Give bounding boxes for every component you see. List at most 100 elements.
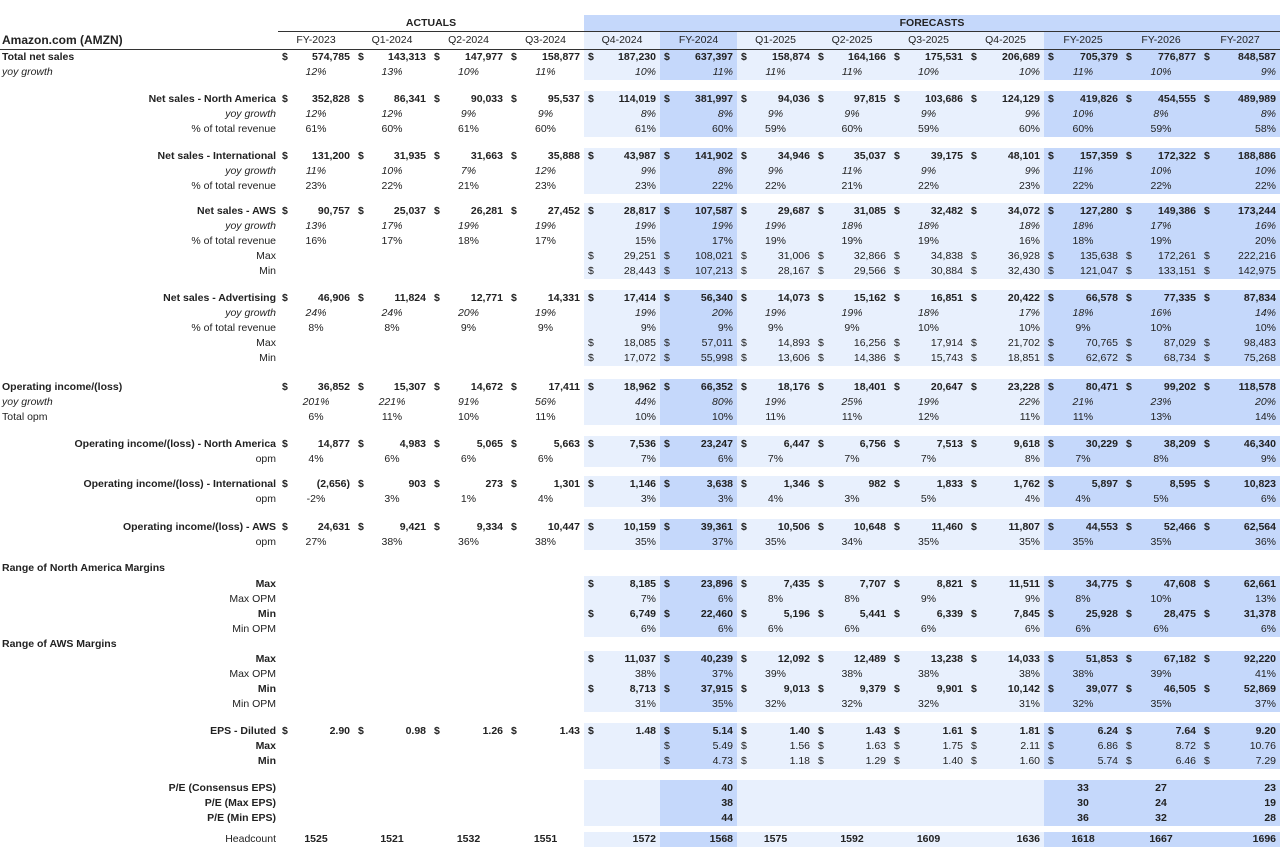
table-cell[interactable]: $135,638 xyxy=(1044,249,1122,264)
table-cell[interactable]: $86,341 xyxy=(354,92,430,107)
table-cell[interactable]: $9,618 xyxy=(967,437,1044,452)
table-cell[interactable]: 19% xyxy=(584,306,660,321)
table-cell[interactable] xyxy=(354,682,430,697)
table-cell[interactable]: 22% xyxy=(1200,179,1280,194)
table-cell[interactable]: $1.75 xyxy=(890,739,967,754)
table-cell[interactable] xyxy=(278,652,354,667)
table-cell[interactable]: 7% xyxy=(737,452,814,467)
table-cell[interactable]: 7% xyxy=(584,592,660,607)
table-cell[interactable]: $776,877 xyxy=(1122,50,1200,65)
table-cell[interactable]: $29,251 xyxy=(584,249,660,264)
column-header[interactable]: FY-2027 xyxy=(1220,34,1260,46)
table-cell[interactable]: 35% xyxy=(737,535,814,550)
table-cell[interactable]: $1.61 xyxy=(890,724,967,739)
table-cell[interactable]: 11% xyxy=(1044,164,1122,179)
table-cell[interactable]: 7% xyxy=(1044,452,1122,467)
table-cell[interactable]: 18% xyxy=(967,219,1044,234)
table-cell[interactable]: $22,460 xyxy=(660,607,737,622)
table-cell[interactable]: $187,230 xyxy=(584,50,660,65)
table-cell[interactable]: 1551 xyxy=(507,832,584,847)
table-cell[interactable]: 56% xyxy=(507,395,584,410)
table-cell[interactable]: 14% xyxy=(1200,306,1280,321)
table-cell[interactable]: 32% xyxy=(814,697,890,712)
table-cell[interactable]: 19% xyxy=(890,395,967,410)
table-cell[interactable]: $28,167 xyxy=(737,264,814,279)
table-cell[interactable]: 8% xyxy=(660,164,737,179)
table-cell[interactable]: $705,379 xyxy=(1044,50,1122,65)
table-cell[interactable]: 38% xyxy=(354,535,430,550)
table-cell[interactable]: $10.76 xyxy=(1200,739,1280,754)
table-cell[interactable] xyxy=(354,781,430,796)
table-cell[interactable]: 60% xyxy=(660,122,737,137)
table-cell[interactable]: $44,553 xyxy=(1044,520,1122,535)
table-cell[interactable]: $2.90 xyxy=(278,724,354,739)
column-header[interactable]: FY-2024 xyxy=(678,34,719,46)
table-cell[interactable]: 1667 xyxy=(1122,832,1200,847)
table-cell[interactable]: 23% xyxy=(1122,395,1200,410)
table-cell[interactable]: $37,915 xyxy=(660,682,737,697)
table-cell[interactable]: $18,176 xyxy=(737,380,814,395)
table-cell[interactable]: 35% xyxy=(1122,535,1200,550)
table-cell[interactable] xyxy=(814,781,890,796)
table-cell[interactable]: $17,914 xyxy=(890,336,967,351)
table-cell[interactable]: $39,175 xyxy=(890,149,967,164)
table-cell[interactable]: $32,482 xyxy=(890,204,967,219)
table-cell[interactable]: 13% xyxy=(1122,410,1200,425)
table-cell[interactable]: 19% xyxy=(814,306,890,321)
table-cell[interactable]: 60% xyxy=(354,122,430,137)
table-cell[interactable]: $16,256 xyxy=(814,336,890,351)
table-cell[interactable]: 19% xyxy=(584,219,660,234)
table-cell[interactable]: $637,397 xyxy=(660,50,737,65)
table-cell[interactable]: $14,033 xyxy=(967,652,1044,667)
table-cell[interactable]: 19% xyxy=(737,395,814,410)
table-cell[interactable]: 3% xyxy=(660,492,737,507)
table-cell[interactable]: $26,281 xyxy=(430,204,507,219)
table-cell[interactable]: 16% xyxy=(1122,306,1200,321)
table-cell[interactable]: $18,851 xyxy=(967,351,1044,366)
table-cell[interactable]: 37% xyxy=(660,667,737,682)
table-cell[interactable] xyxy=(278,264,354,279)
table-cell[interactable] xyxy=(278,739,354,754)
table-cell[interactable] xyxy=(354,592,430,607)
table-cell[interactable]: 22% xyxy=(737,179,814,194)
table-cell[interactable]: $46,505 xyxy=(1122,682,1200,697)
table-cell[interactable]: $172,261 xyxy=(1122,249,1200,264)
table-cell[interactable] xyxy=(430,607,507,622)
table-cell[interactable]: 17% xyxy=(1122,219,1200,234)
table-cell[interactable]: 17% xyxy=(354,234,430,249)
table-cell[interactable]: 23% xyxy=(507,179,584,194)
table-cell[interactable]: 22% xyxy=(967,395,1044,410)
table-cell[interactable]: $12,489 xyxy=(814,652,890,667)
table-cell[interactable]: 16% xyxy=(1200,219,1280,234)
table-cell[interactable]: 1609 xyxy=(890,832,967,847)
table-cell[interactable]: $158,874 xyxy=(737,50,814,65)
table-cell[interactable]: 11% xyxy=(737,410,814,425)
table-cell[interactable] xyxy=(507,607,584,622)
table-cell[interactable]: 18% xyxy=(890,219,967,234)
table-cell[interactable]: $9,013 xyxy=(737,682,814,697)
table-cell[interactable]: 12% xyxy=(890,410,967,425)
table-cell[interactable]: $28,817 xyxy=(584,204,660,219)
table-cell[interactable]: $7,435 xyxy=(737,577,814,592)
table-cell[interactable]: $98,483 xyxy=(1200,336,1280,351)
table-cell[interactable]: 4% xyxy=(507,492,584,507)
table-cell[interactable] xyxy=(430,592,507,607)
column-header[interactable]: FY-2025 xyxy=(1063,34,1103,46)
table-cell[interactable]: $62,661 xyxy=(1200,577,1280,592)
table-cell[interactable] xyxy=(507,652,584,667)
table-cell[interactable]: $222,216 xyxy=(1200,249,1280,264)
table-cell[interactable]: 1572 xyxy=(584,832,660,847)
table-cell[interactable] xyxy=(507,622,584,637)
table-cell[interactable]: $36,852 xyxy=(278,380,354,395)
table-cell[interactable] xyxy=(430,781,507,796)
table-cell[interactable]: 13% xyxy=(278,219,354,234)
table-cell[interactable]: $66,578 xyxy=(1044,291,1122,306)
table-cell[interactable]: $25,928 xyxy=(1044,607,1122,622)
table-cell[interactable]: 11% xyxy=(278,164,354,179)
table-cell[interactable]: $34,838 xyxy=(890,249,967,264)
table-cell[interactable] xyxy=(814,811,890,826)
table-cell[interactable]: 36 xyxy=(1044,811,1122,826)
table-cell[interactable]: 22% xyxy=(354,179,430,194)
table-cell[interactable] xyxy=(430,667,507,682)
table-cell[interactable] xyxy=(354,739,430,754)
